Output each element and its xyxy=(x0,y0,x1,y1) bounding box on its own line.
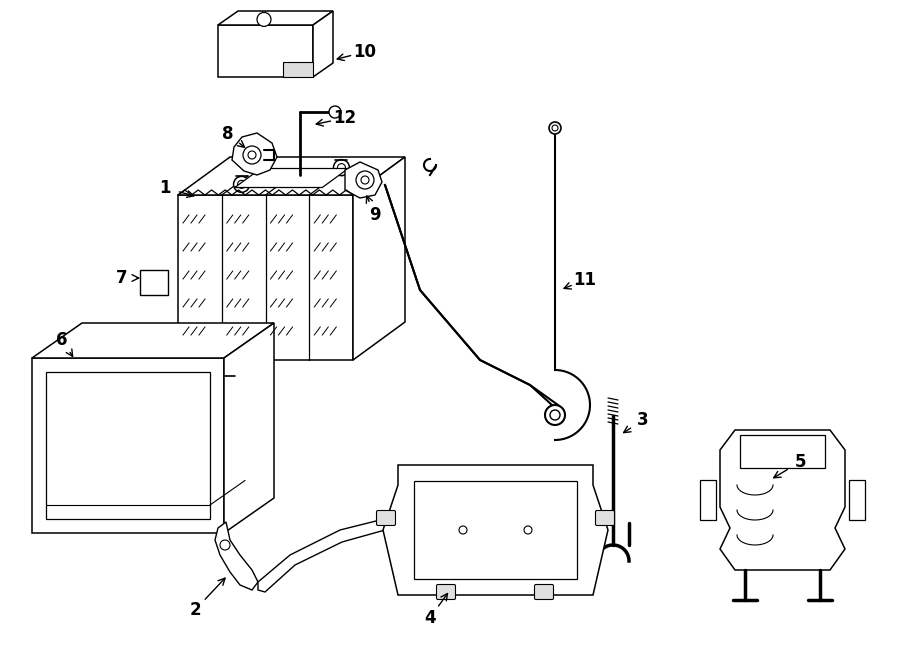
Polygon shape xyxy=(215,522,258,590)
Bar xyxy=(51,465,106,475)
Polygon shape xyxy=(345,162,382,198)
Polygon shape xyxy=(353,157,405,360)
Polygon shape xyxy=(232,133,277,175)
Text: 5: 5 xyxy=(794,453,806,471)
Circle shape xyxy=(549,122,561,134)
Circle shape xyxy=(243,146,261,164)
Polygon shape xyxy=(32,323,274,358)
Polygon shape xyxy=(32,358,224,533)
Text: 9: 9 xyxy=(369,206,381,224)
Circle shape xyxy=(423,481,437,495)
Circle shape xyxy=(356,171,374,189)
Polygon shape xyxy=(414,481,577,579)
Text: 1: 1 xyxy=(159,179,171,197)
Polygon shape xyxy=(849,480,865,520)
Polygon shape xyxy=(178,157,405,195)
Text: 10: 10 xyxy=(354,43,376,61)
Polygon shape xyxy=(218,25,313,77)
Text: 8: 8 xyxy=(222,125,234,143)
Polygon shape xyxy=(178,195,353,360)
Text: 12: 12 xyxy=(333,109,356,127)
Polygon shape xyxy=(258,485,435,592)
Circle shape xyxy=(238,180,246,188)
Polygon shape xyxy=(700,480,716,520)
Polygon shape xyxy=(383,465,608,595)
Circle shape xyxy=(545,405,565,425)
Text: 3: 3 xyxy=(637,411,649,429)
Text: 6: 6 xyxy=(56,331,68,349)
Text: 11: 11 xyxy=(573,271,597,289)
Polygon shape xyxy=(740,435,825,468)
Text: 7: 7 xyxy=(116,269,128,287)
FancyBboxPatch shape xyxy=(436,584,455,600)
Circle shape xyxy=(234,176,249,192)
Text: 2: 2 xyxy=(189,601,201,619)
Text: 4: 4 xyxy=(424,609,436,627)
FancyBboxPatch shape xyxy=(376,510,395,525)
Polygon shape xyxy=(218,11,333,25)
Polygon shape xyxy=(283,62,313,77)
Polygon shape xyxy=(235,169,348,188)
FancyBboxPatch shape xyxy=(596,510,615,525)
Bar xyxy=(51,437,121,453)
Circle shape xyxy=(329,106,341,118)
FancyBboxPatch shape xyxy=(535,584,554,600)
Polygon shape xyxy=(313,11,333,77)
Circle shape xyxy=(338,164,346,172)
Circle shape xyxy=(257,13,271,26)
Circle shape xyxy=(333,160,349,176)
Polygon shape xyxy=(720,430,845,570)
Polygon shape xyxy=(140,270,168,295)
Polygon shape xyxy=(224,323,274,533)
